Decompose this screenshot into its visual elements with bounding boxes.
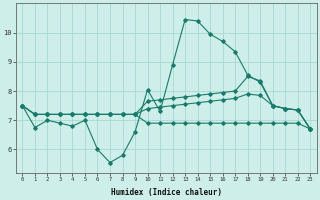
X-axis label: Humidex (Indice chaleur): Humidex (Indice chaleur)	[111, 188, 222, 197]
